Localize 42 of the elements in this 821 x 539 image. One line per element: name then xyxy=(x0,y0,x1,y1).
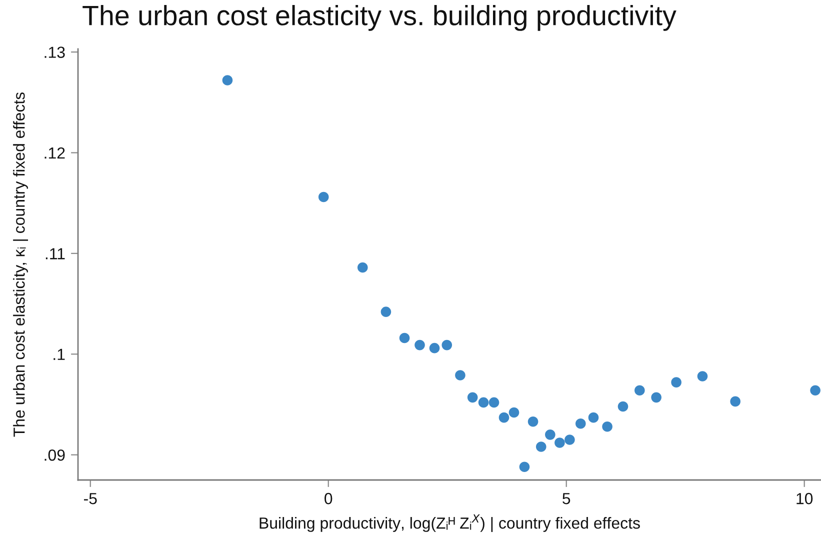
point xyxy=(545,430,556,440)
x-axis-title: Building productivity, log(Zᵢᴴ Zᵢ$^{X}$) | country fixed effects xyxy=(260,514,640,532)
point xyxy=(575,418,586,429)
point xyxy=(478,397,489,408)
point xyxy=(488,397,500,408)
point xyxy=(564,434,575,445)
point xyxy=(357,262,368,273)
x-tick-label: -5 xyxy=(84,493,97,504)
point xyxy=(455,370,466,380)
point xyxy=(651,392,662,403)
y-tick-label: .09 xyxy=(44,449,65,461)
point xyxy=(318,192,329,202)
point xyxy=(222,75,233,86)
point xyxy=(399,332,410,344)
point xyxy=(442,340,452,350)
point xyxy=(536,442,546,452)
y-axis-title: The urban cost elasticity, κᵢ | country fixed effects xyxy=(13,92,28,437)
point xyxy=(730,396,740,407)
x-tick-label: 10 xyxy=(796,492,813,504)
point xyxy=(554,438,565,448)
x-tick-label: 5 xyxy=(562,493,570,504)
y-tick-label: .11 xyxy=(46,248,65,260)
y-tick-label: .12 xyxy=(44,147,65,159)
point xyxy=(618,401,628,412)
point xyxy=(588,412,599,423)
point xyxy=(810,385,820,396)
point xyxy=(528,416,538,427)
point xyxy=(498,412,510,423)
point xyxy=(380,306,392,317)
point xyxy=(414,340,425,350)
point xyxy=(697,371,708,382)
point xyxy=(467,392,478,403)
y-tick-label: .1 xyxy=(54,348,65,360)
chart-title: The urban cost elasticity vs. building productivity xyxy=(82,5,676,31)
point xyxy=(508,407,520,418)
point xyxy=(634,385,645,396)
point xyxy=(519,462,530,472)
point xyxy=(671,377,682,388)
y-tick-label: .13 xyxy=(44,46,65,58)
point xyxy=(429,342,440,354)
point xyxy=(602,421,612,432)
x-tick-label: 0 xyxy=(324,492,332,504)
